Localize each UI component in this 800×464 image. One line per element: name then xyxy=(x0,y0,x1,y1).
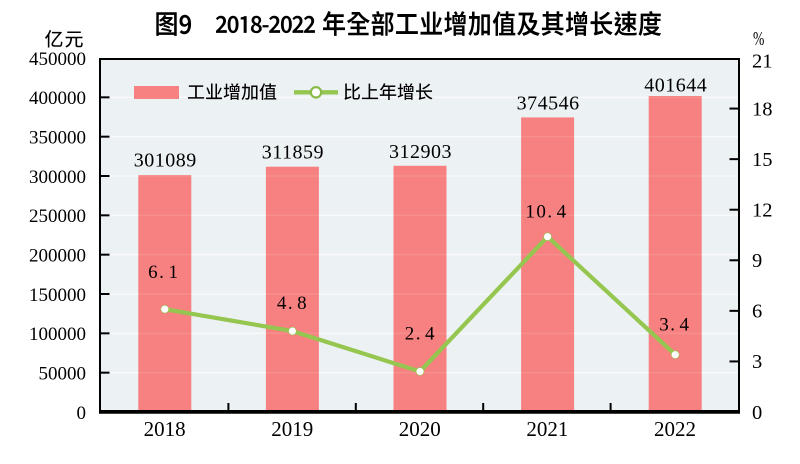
svg-text:450000: 450000 xyxy=(29,49,86,70)
svg-text:3: 3 xyxy=(752,351,762,373)
svg-text:100000: 100000 xyxy=(29,324,86,345)
svg-text:21: 21 xyxy=(752,51,773,73)
svg-text:50000: 50000 xyxy=(39,364,87,385)
svg-text:10. 4: 10. 4 xyxy=(525,202,567,223)
svg-text:311859: 311859 xyxy=(262,141,324,163)
svg-text:0: 0 xyxy=(77,403,87,424)
svg-text:301089: 301089 xyxy=(134,150,197,172)
svg-text:374546: 374546 xyxy=(517,92,580,114)
svg-text:200000: 200000 xyxy=(29,246,86,267)
svg-text:401644: 401644 xyxy=(644,75,707,97)
svg-text:400000: 400000 xyxy=(29,88,86,109)
svg-text:3. 4: 3. 4 xyxy=(659,315,690,336)
svg-text:2018: 2018 xyxy=(144,417,186,441)
svg-text:18: 18 xyxy=(752,98,773,120)
svg-text:2. 4: 2. 4 xyxy=(405,323,436,344)
svg-text:2020: 2020 xyxy=(399,417,441,441)
svg-text:150000: 150000 xyxy=(29,285,86,306)
svg-text:2019: 2019 xyxy=(271,417,313,441)
svg-text:250000: 250000 xyxy=(29,206,86,227)
svg-text:2021: 2021 xyxy=(526,417,568,441)
svg-text:6. 1: 6. 1 xyxy=(148,262,179,283)
svg-text:350000: 350000 xyxy=(29,128,86,149)
svg-text:12: 12 xyxy=(752,200,773,222)
svg-text:2022: 2022 xyxy=(654,417,696,441)
svg-text:15: 15 xyxy=(752,149,773,171)
svg-text:300000: 300000 xyxy=(29,167,86,188)
svg-text:%: % xyxy=(753,28,764,50)
svg-text:9: 9 xyxy=(752,250,762,272)
svg-text:0: 0 xyxy=(752,402,762,424)
svg-text:4. 8: 4. 8 xyxy=(277,293,308,314)
svg-text:312903: 312903 xyxy=(389,141,452,163)
svg-text:6: 6 xyxy=(752,301,762,323)
